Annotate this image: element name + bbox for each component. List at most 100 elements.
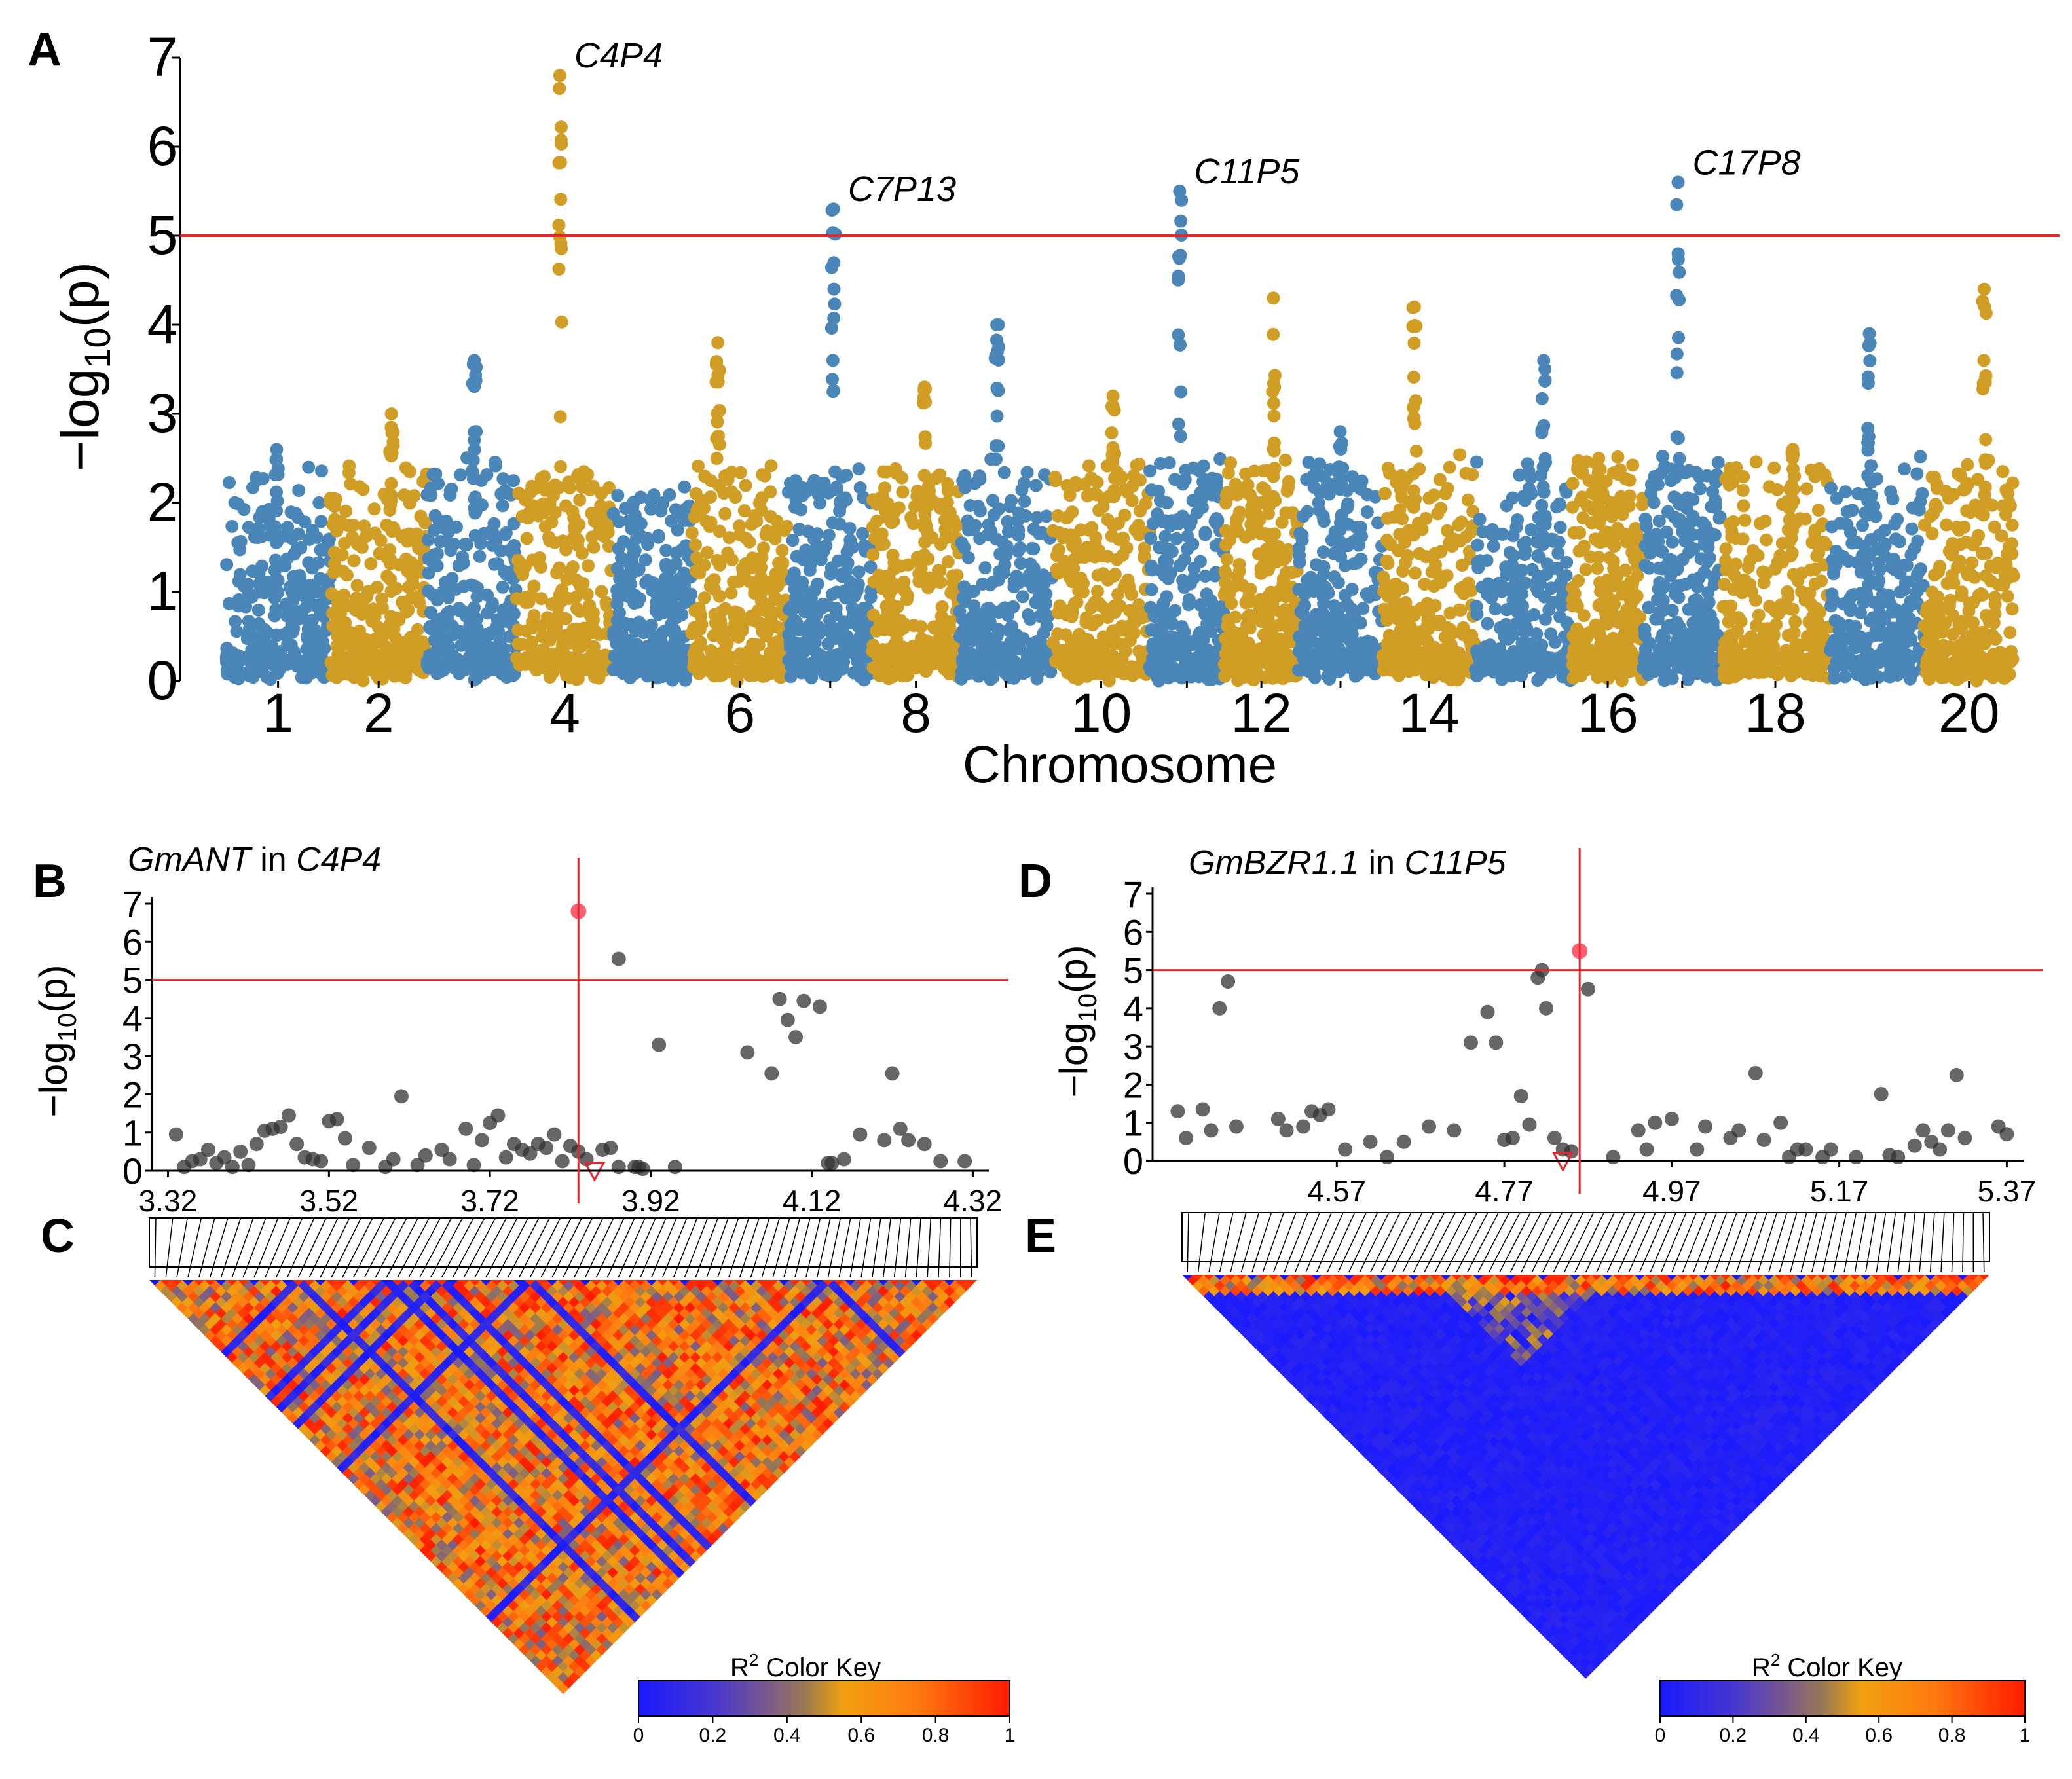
manhattan-point bbox=[587, 540, 601, 554]
manhattan-point bbox=[430, 615, 444, 629]
manhattan-point bbox=[870, 515, 883, 528]
manhattan-point bbox=[1699, 600, 1713, 614]
manhattan-point bbox=[1785, 546, 1799, 560]
manhattan-point bbox=[568, 512, 582, 526]
manhattan-point bbox=[1552, 535, 1566, 549]
manhattan-point bbox=[348, 631, 361, 644]
manhattan-point bbox=[473, 549, 487, 563]
manhattan-point bbox=[1719, 554, 1733, 568]
manhattan-point bbox=[1800, 482, 1813, 496]
manhattan-point bbox=[1481, 617, 1494, 631]
manhattan-point bbox=[1210, 479, 1223, 493]
manhattan-point bbox=[313, 572, 327, 585]
manhattan-point bbox=[473, 635, 487, 649]
manhattan-point bbox=[722, 531, 736, 545]
manhattan-point bbox=[1254, 566, 1268, 580]
manhattan-point bbox=[868, 532, 881, 545]
manhattan-point bbox=[1413, 547, 1426, 560]
manhattan-point bbox=[255, 530, 268, 543]
manhattan-point bbox=[1082, 614, 1096, 627]
manhattan-point bbox=[626, 496, 640, 509]
manhattan-point bbox=[1808, 526, 1822, 540]
manhattan-point bbox=[295, 670, 308, 684]
manhattan-point bbox=[839, 591, 853, 605]
manhattan-point bbox=[553, 410, 567, 424]
manhattan-point bbox=[1786, 602, 1800, 616]
manhattan-point bbox=[1407, 371, 1420, 384]
manhattan-point bbox=[1671, 431, 1685, 445]
manhattan-point bbox=[1606, 555, 1620, 568]
manhattan-point bbox=[1520, 610, 1534, 624]
manhattan-point bbox=[826, 202, 840, 216]
manhattan-point bbox=[438, 522, 452, 536]
manhattan-point bbox=[270, 452, 284, 466]
manhattan-point bbox=[1723, 517, 1737, 531]
manhattan-point bbox=[373, 547, 386, 560]
manhattan-point bbox=[900, 589, 914, 602]
manhattan-point bbox=[375, 592, 389, 606]
manhattan-point bbox=[1673, 497, 1686, 511]
manhattan-point bbox=[839, 493, 853, 507]
manhattan-point bbox=[1377, 585, 1391, 598]
manhattan-point bbox=[973, 504, 987, 518]
manhattan-point bbox=[919, 437, 933, 450]
manhattan-point bbox=[345, 653, 359, 667]
manhattan-point bbox=[491, 557, 505, 571]
manhattan-point bbox=[671, 663, 685, 677]
manhattan-point bbox=[374, 534, 388, 547]
manhattan-point bbox=[594, 499, 608, 513]
manhattan-point bbox=[1610, 610, 1623, 624]
manhattan-point bbox=[511, 637, 525, 651]
manhattan-point bbox=[1082, 459, 1096, 473]
manhattan-point bbox=[1174, 430, 1187, 443]
manhattan-point bbox=[988, 352, 1002, 365]
manhattan-point bbox=[391, 653, 405, 667]
manhattan-point bbox=[1771, 555, 1785, 569]
manhattan-point bbox=[1522, 464, 1536, 478]
manhattan-point bbox=[486, 526, 500, 540]
manhattan-point bbox=[498, 484, 512, 498]
manhattan-point bbox=[1177, 553, 1191, 566]
manhattan-point bbox=[468, 579, 481, 593]
manhattan-point bbox=[553, 82, 566, 96]
manhattan-point bbox=[242, 587, 255, 601]
manhattan-point bbox=[270, 494, 284, 508]
manhattan-point bbox=[796, 553, 810, 566]
manhattan-point bbox=[1354, 483, 1367, 496]
manhattan-point bbox=[1184, 514, 1198, 528]
manhattan-point bbox=[866, 548, 880, 562]
manhattan-point bbox=[1198, 528, 1212, 541]
manhattan-point bbox=[1701, 661, 1714, 675]
manhattan-point bbox=[324, 496, 337, 510]
manhattan-point bbox=[721, 546, 735, 560]
manhattan-point bbox=[1154, 494, 1168, 507]
manhattan-point bbox=[728, 610, 741, 624]
manhattan-point bbox=[707, 573, 721, 587]
manhattan-point bbox=[1462, 581, 1476, 595]
manhattan-point bbox=[1686, 509, 1700, 523]
manhattan-point bbox=[1317, 514, 1331, 528]
manhattan-point bbox=[562, 475, 576, 489]
manhattan-point bbox=[1726, 475, 1740, 489]
manhattan-point bbox=[425, 555, 439, 568]
manhattan-point bbox=[237, 651, 251, 665]
manhattan-point bbox=[1590, 489, 1604, 503]
manhattan-point bbox=[1120, 485, 1134, 499]
manhattan-point bbox=[392, 613, 406, 627]
manhattan-point bbox=[969, 606, 982, 619]
manhattan-point bbox=[775, 543, 789, 557]
manhattan-point bbox=[606, 507, 620, 521]
manhattan-point bbox=[1106, 441, 1120, 454]
manhattan-point bbox=[1579, 562, 1593, 576]
manhattan-point bbox=[1407, 528, 1420, 542]
manhattan-point bbox=[332, 590, 346, 604]
manhattan-point bbox=[579, 653, 593, 667]
manhattan-point bbox=[1517, 537, 1530, 551]
manhattan-point bbox=[724, 586, 738, 600]
manhattan-point bbox=[1149, 604, 1163, 617]
manhattan-point bbox=[1531, 570, 1545, 583]
manhattan-point bbox=[1567, 526, 1581, 540]
manhattan-point bbox=[1785, 479, 1798, 492]
manhattan-point bbox=[520, 532, 534, 545]
